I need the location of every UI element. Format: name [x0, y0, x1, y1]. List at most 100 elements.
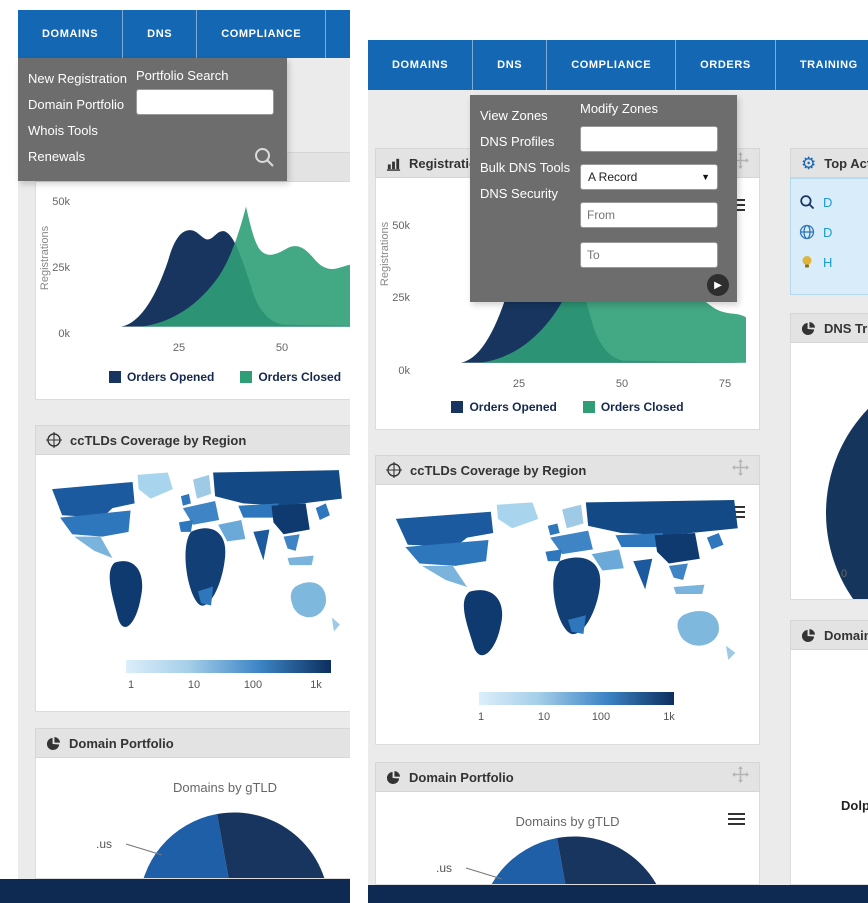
domain-extra-header: Domain: [790, 620, 868, 650]
drag-move-icon[interactable]: [732, 766, 749, 788]
menu-item-new-registration[interactable]: New Registration: [28, 71, 127, 86]
domain-portfolio-header: Domain Portfolio: [375, 762, 760, 792]
top-activities-header: ⚙ Top Act: [790, 148, 868, 178]
pie-slice-label: .us: [436, 861, 452, 875]
menu-item-dns-security[interactable]: DNS Security: [480, 186, 559, 201]
chart-label: Dolph: [841, 798, 868, 813]
main-nav: DOMAINS DNS COMPLIANCE ORDERS TRAINING: [18, 10, 350, 58]
nav-item-compliance[interactable]: COMPLIANCE: [197, 10, 327, 58]
chart-legend: Orders Opened Orders Closed: [36, 370, 350, 384]
top-activity-link-row[interactable]: D: [791, 217, 868, 247]
cctlds-map-area: 1 10 100 1k: [35, 455, 350, 712]
panel-title: Top Act: [824, 155, 868, 171]
menu-item-view-zones[interactable]: View Zones: [480, 108, 548, 123]
legend-swatch: [451, 401, 464, 413]
menu-item-bulk-dns-tools[interactable]: Bulk DNS Tools: [480, 160, 571, 175]
scale-tick: 1k: [310, 679, 322, 691]
nav-item-compliance[interactable]: COMPLIANCE: [547, 40, 677, 90]
pie-chart-icon: [386, 770, 401, 785]
registrations-chart-area: 50k 25k 0k Registrations 25 50 75 Orders…: [35, 182, 350, 400]
y-tick: 0k: [58, 328, 70, 340]
scale-tick: 1: [477, 711, 485, 723]
domain-extra-chart-area: Dolph: [790, 650, 868, 885]
nav-item-orders[interactable]: ORDERS: [676, 40, 776, 90]
footer-bar: [368, 885, 868, 903]
submit-button[interactable]: ▶: [707, 274, 729, 296]
legend-swatch: [108, 371, 121, 383]
dns-traffic-panel: DNS Tr 0: [790, 313, 868, 600]
nav-item-training[interactable]: TRAINING: [776, 40, 868, 90]
panel-title: Domain Portfolio: [409, 769, 514, 785]
menu-item-renewals[interactable]: Renewals: [28, 149, 86, 164]
top-activity-link[interactable]: D: [823, 194, 833, 210]
record-type-select[interactable]: A Record ▼: [580, 164, 718, 190]
legend-item-orders-opened[interactable]: Orders Opened: [108, 370, 214, 384]
scale-tick: 10: [537, 711, 551, 723]
domain-portfolio-panel: Domain Portfolio Domains by gTLD .us: [375, 762, 760, 885]
menu-item-domain-portfolio[interactable]: Domain Portfolio: [28, 97, 125, 112]
nav-item-domains[interactable]: DOMAINS: [368, 40, 474, 90]
legend-swatch: [582, 401, 595, 413]
portfolio-search-label: Portfolio Search: [136, 68, 229, 83]
dns-dropdown-menu: View Zones DNS Profiles Bulk DNS Tools D…: [470, 95, 737, 302]
modify-zones-label: Modify Zones: [580, 101, 659, 116]
drag-move-icon[interactable]: [732, 459, 749, 481]
pie-chart-icon: [46, 736, 61, 751]
x-tick: 50: [615, 378, 629, 390]
main-nav: DOMAINS DNS COMPLIANCE ORDERS TRAINING: [368, 40, 868, 90]
world-choropleth-map: [395, 500, 738, 660]
panel-title: Domain Portfolio: [69, 735, 174, 751]
nav-item-dns[interactable]: DNS: [123, 10, 198, 58]
color-scale-bar: [126, 660, 331, 673]
menu-item-whois-tools[interactable]: Whois Tools: [28, 123, 98, 138]
x-tick: 50: [275, 342, 289, 354]
y-axis-label: Registrations: [379, 221, 391, 287]
legend-item-orders-closed[interactable]: Orders Closed: [240, 370, 341, 384]
registrations-panel: Registrations 50k 25k 0k Registrations 2…: [35, 152, 350, 400]
cctlds-panel-header: ccTLDs Coverage by Region: [375, 455, 760, 485]
search-icon[interactable]: [253, 146, 275, 173]
gear-icon: ⚙: [801, 153, 817, 173]
to-input[interactable]: [580, 242, 718, 268]
top-activity-link-row[interactable]: D: [791, 187, 868, 217]
menu-item-dns-profiles[interactable]: DNS Profiles: [480, 134, 555, 149]
zone-input[interactable]: [580, 126, 718, 152]
gtld-pie-chart: .us: [436, 836, 657, 884]
nav-item-orders[interactable]: ORDERS: [326, 10, 350, 58]
domain-portfolio-panel: Domain Portfolio Domains by gTLD .us: [35, 728, 350, 879]
cctlds-panel: ccTLDs Coverage by Region: [375, 455, 760, 745]
scale-tick: 10: [187, 679, 201, 691]
legend-swatch: [240, 371, 253, 383]
panel-title: ccTLDs Coverage by Region: [410, 462, 587, 478]
domain-extra-panel: Domain Dolph: [790, 620, 868, 885]
bar-chart-icon: [386, 156, 401, 171]
legend-item-orders-closed[interactable]: Orders Closed: [582, 400, 684, 414]
x-tick: 25: [512, 378, 526, 390]
portfolio-chart-area: Domains by gTLD .us: [375, 792, 760, 885]
nav-item-domains[interactable]: DOMAINS: [18, 10, 124, 58]
portfolio-search-input[interactable]: [136, 89, 274, 115]
domain-portfolio-header: Domain Portfolio: [35, 728, 350, 758]
panel-title: ccTLDs Coverage by Region: [70, 432, 247, 448]
chart-context-menu-icon[interactable]: [728, 810, 745, 828]
pie-chart-icon: [801, 628, 816, 643]
chart-context-menu-icon[interactable]: [728, 503, 745, 521]
compass-icon: [386, 462, 402, 478]
top-activity-link[interactable]: H: [823, 254, 833, 270]
play-icon: ▶: [714, 279, 722, 291]
gauge-chart: [826, 408, 868, 599]
legend-item-orders-opened[interactable]: Orders Opened: [451, 400, 557, 414]
x-tick: 75: [718, 378, 732, 390]
gtld-pie-chart: .us: [96, 812, 325, 878]
y-tick: 25k: [52, 262, 70, 274]
nav-item-dns[interactable]: DNS: [473, 40, 548, 90]
x-tick: 25: [172, 342, 186, 354]
top-activity-link-row[interactable]: H: [791, 247, 868, 277]
scale-tick: 1k: [663, 711, 675, 723]
scale-tick: 1: [127, 679, 135, 691]
from-input[interactable]: [580, 202, 718, 228]
y-tick: 0k: [398, 365, 410, 377]
top-activity-link[interactable]: D: [823, 224, 833, 240]
record-type-value: A Record: [588, 170, 638, 184]
dns-traffic-chart-area: 0: [790, 343, 868, 600]
